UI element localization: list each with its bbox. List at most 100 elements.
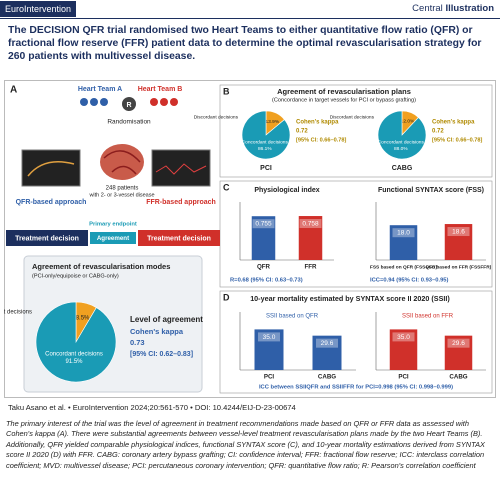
figure-title: The DECISION QFR trial randomised two He…	[8, 25, 482, 62]
agreement-arrow	[90, 232, 136, 244]
figure: A Heart Team A R Heart Team B Randomisation 2…	[4, 80, 496, 398]
kappa-value: 0.73	[130, 338, 145, 347]
bar	[254, 329, 284, 370]
value-label-bg	[299, 219, 322, 229]
value-label: 35.0	[263, 334, 276, 341]
pie-category-label: Discordant decisions	[194, 114, 239, 120]
journal-name: EuroIntervention	[0, 1, 77, 17]
randomisation-label: Randomisation	[107, 119, 151, 126]
value-label: 35.0	[397, 334, 410, 341]
pie-value-label: 86.1%	[258, 146, 272, 152]
pie-value-label: 88.0%	[394, 146, 408, 152]
x-tick-label: QFR	[257, 264, 271, 271]
team-b-icon	[170, 98, 178, 106]
value-label: 18.6	[452, 229, 465, 236]
patients-label: with 2- or 3-vessel disease	[88, 192, 154, 198]
pie-category-label: Discordant decisions	[330, 114, 375, 120]
team-label: Heart Team B	[138, 86, 183, 93]
kappa-label: Cohen's kappa	[296, 120, 339, 126]
team-a-icon	[90, 98, 98, 106]
patients-label: 248 patients	[106, 186, 139, 192]
x-tick-label: PCI	[398, 374, 409, 381]
qfr-screen	[21, 149, 81, 187]
bar	[444, 224, 473, 260]
r-label: R	[126, 102, 131, 109]
x-tick-label: CABG	[318, 374, 336, 381]
panel-letter: B	[223, 86, 230, 96]
level-title: Level of agreement	[130, 315, 203, 324]
pie-category-label: Concordant decisions	[45, 352, 103, 358]
team-b-icon	[160, 98, 168, 106]
value-label-bg	[447, 227, 470, 237]
value-label: 29.6	[321, 340, 334, 347]
value-label-bg	[392, 332, 415, 342]
treatment-label: Treatment decision	[147, 235, 211, 242]
agreement-label: Agreement	[97, 235, 129, 242]
pie-category-label: Discordant decisions	[4, 310, 32, 316]
pie-value-label: 13.9%	[265, 119, 279, 125]
kappa-value: 0.72	[432, 129, 444, 135]
bar	[389, 225, 418, 260]
value-label: 0.755	[255, 221, 272, 228]
qfr-trace	[27, 161, 75, 177]
citation: Taku Asano et al. • EuroIntervention 202…	[8, 403, 296, 412]
pie-slice	[377, 110, 427, 160]
x-tick-label: FSS based on QFR (FSSQFR)	[370, 264, 438, 270]
x-tick-label: CABG	[449, 374, 467, 381]
chart-title: Functional SYNTAX score (FSS)	[378, 187, 484, 194]
box-subtitle: (PCI-only/equipoise or CABG-only)	[32, 273, 119, 279]
bar	[312, 335, 342, 370]
value-label: 18.0	[397, 230, 410, 237]
randomisation-icon	[122, 97, 136, 111]
panel-letter: D	[223, 292, 230, 302]
pie-slice	[241, 110, 291, 160]
team-label: Heart Team A	[78, 86, 122, 93]
pie-value-label: 8.5%	[76, 316, 90, 322]
approach-label: FFR-based approach	[146, 199, 216, 206]
team-b-icon	[150, 98, 158, 106]
value-label-bg	[258, 332, 280, 342]
stat-footer: ICC=0.94 (95% CI: 0.93–0.95)	[370, 278, 449, 284]
pie-slice	[35, 301, 117, 383]
treatment-label: Treatment decision	[15, 235, 79, 242]
ffr-screen	[151, 149, 211, 187]
caption: The primary interest of the trial was th…	[6, 419, 485, 470]
stat-footer: R=0.68 (95% CI: 0.63–0.73)	[230, 278, 303, 284]
bar	[298, 216, 323, 260]
panel-letter: A	[10, 85, 17, 96]
panel-subtitle: (Concordance in target vessels for PCI o…	[272, 97, 416, 103]
value-label-bg	[392, 228, 415, 238]
value-label: 0.758	[302, 221, 319, 228]
value-label-bg	[316, 338, 338, 348]
kappa-ci: [95% CI: 0.66–0.78]	[296, 137, 347, 143]
treatment-a-box	[6, 230, 88, 246]
pie-category-label: Concordant decisions	[242, 139, 289, 145]
header-rule	[0, 18, 500, 19]
vessels	[103, 150, 141, 175]
heart-illustration	[100, 144, 144, 180]
kappa-label: Cohen's kappa	[130, 327, 184, 336]
x-tick-label: PCI	[264, 374, 275, 381]
team-a-icon	[80, 98, 88, 106]
bar	[251, 216, 276, 260]
bar	[389, 329, 418, 370]
ffr-trace	[155, 163, 207, 175]
bar	[444, 335, 473, 370]
value-label-bg	[447, 338, 470, 348]
pie-name: CABG	[392, 165, 413, 172]
label-main: Illustration	[445, 3, 494, 14]
illustration-label: Central Illustration	[412, 1, 494, 17]
kappa-label: Cohen's kappa	[432, 120, 475, 126]
pie-value-label: 91.5%	[65, 359, 83, 365]
panel-title: Agreement of revascularisation plans	[277, 87, 411, 96]
panel-title: 10-year mortality estimated by SYNTAX sc…	[250, 294, 450, 303]
team-a-icon	[100, 98, 108, 106]
value-label: 29.6	[452, 340, 465, 347]
kappa-ci: [95% CI: 0.62–0.83]	[130, 351, 193, 358]
pie-category-label: Concordant decisions	[378, 139, 425, 145]
kappa-ci: [95% CI: 0.66–0.78]	[432, 137, 483, 143]
chart-title: SSII based on QFR	[266, 314, 319, 320]
stat-footer: ICC between SSIIQFR and SSIIFFR for PCI=…	[259, 385, 453, 391]
value-label-bg	[252, 219, 275, 229]
